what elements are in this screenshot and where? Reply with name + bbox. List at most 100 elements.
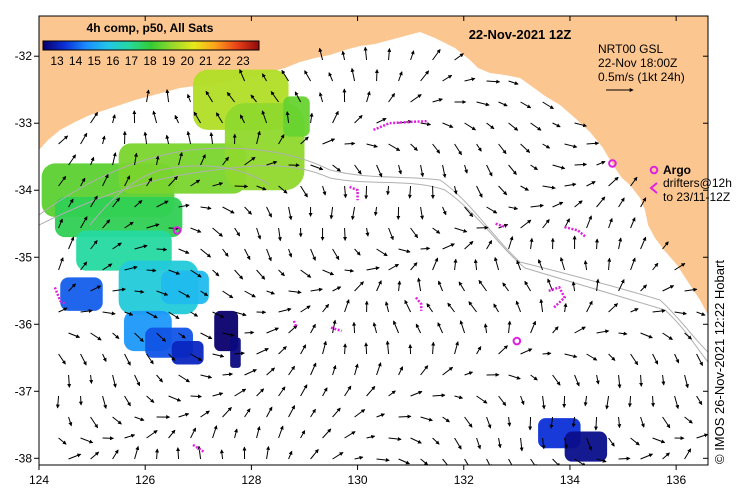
current-arrow [486, 206, 498, 214]
current-arrow [300, 429, 306, 439]
current-arrow [332, 364, 337, 376]
current-arrow [696, 433, 708, 439]
drifter-track [349, 185, 359, 201]
current-arrow [464, 240, 474, 250]
current-arrow [552, 326, 559, 334]
colorbar-tick: 20 [181, 54, 195, 68]
current-arrow [343, 343, 348, 355]
current-arrow [300, 136, 309, 145]
current-arrow [640, 453, 654, 460]
current-arrow [124, 221, 134, 229]
current-arrow [662, 332, 673, 340]
current-arrow [344, 385, 352, 397]
current-arrow [388, 263, 400, 271]
current-arrow [278, 346, 287, 355]
current-arrow [384, 301, 390, 313]
current-arrow [640, 236, 647, 250]
current-arrow [234, 311, 247, 317]
current-arrow [420, 365, 429, 376]
current-arrow [437, 322, 444, 334]
current-arrow [90, 451, 100, 460]
drifter-track [548, 285, 567, 309]
current-arrow [68, 154, 76, 166]
current-arrow [226, 91, 235, 103]
current-arrow [134, 445, 140, 460]
current-arrow [209, 132, 214, 145]
current-arrow [262, 73, 268, 82]
current-arrow [332, 407, 341, 418]
current-arrow [662, 452, 670, 460]
legend-time: 22-Nov 18:00Z [598, 56, 677, 70]
current-arrow [133, 152, 138, 166]
colorbar-tick: 22 [218, 54, 232, 68]
current-arrow [322, 303, 330, 313]
current-arrow [234, 227, 241, 237]
current-arrow [652, 437, 666, 444]
current-arrow [684, 332, 692, 340]
current-arrow [80, 437, 94, 444]
current-arrow [67, 374, 72, 388]
x-tick-label: 134 [560, 473, 580, 487]
current-arrow [388, 437, 402, 442]
drifter-track [292, 320, 298, 329]
current-arrow [432, 143, 441, 154]
current-arrow [516, 259, 522, 271]
current-arrow [364, 185, 369, 200]
current-arrow [473, 258, 478, 271]
current-arrow [618, 456, 631, 461]
current-arrow [454, 143, 462, 156]
current-arrow [344, 268, 355, 273]
current-arrow [420, 416, 433, 422]
current-arrow [68, 453, 82, 460]
y-tick-label: -32 [15, 49, 33, 63]
colorbar-tick: 13 [50, 54, 64, 68]
current-arrow [310, 164, 324, 171]
current-arrow [617, 416, 622, 429]
current-arrow [124, 353, 131, 366]
current-arrow [476, 101, 490, 107]
current-arrow [256, 185, 267, 191]
current-arrow [426, 303, 433, 313]
current-arrow [261, 110, 268, 124]
current-arrow [178, 374, 190, 383]
current-arrow [112, 449, 119, 460]
current-arrow [165, 89, 170, 103]
current-arrow [376, 457, 390, 462]
current-arrow [498, 395, 507, 407]
current-arrow [539, 298, 544, 313]
current-arrow [146, 353, 154, 365]
current-arrow [222, 156, 229, 166]
current-arrow [328, 72, 334, 82]
current-arrow [58, 135, 69, 145]
current-arrow [417, 277, 422, 292]
current-arrow [58, 437, 67, 445]
current-arrow [186, 130, 192, 145]
current-arrow [146, 311, 158, 319]
current-arrow [186, 93, 192, 103]
sst-layer [41, 69, 608, 462]
current-arrow [234, 351, 245, 356]
current-arrow [420, 458, 429, 465]
colorbar-tick: 18 [143, 54, 157, 68]
sst-patch [76, 230, 172, 271]
current-arrow [152, 110, 158, 124]
current-arrow [574, 326, 586, 334]
current-arrow [354, 248, 361, 256]
current-arrow [520, 348, 533, 355]
current-arrow [564, 182, 577, 187]
current-arrow [651, 395, 656, 408]
current-arrow [662, 241, 669, 250]
current-arrow [373, 206, 378, 217]
drifter-legend-icon [649, 182, 658, 194]
current-arrow [244, 408, 251, 418]
current-arrow [134, 416, 145, 422]
current-arrow [674, 311, 687, 316]
current-arrow [372, 322, 378, 334]
current-arrow [80, 261, 88, 271]
current-arrow [350, 67, 356, 82]
current-arrow [288, 290, 302, 295]
current-arrow [498, 185, 508, 196]
current-arrow [212, 392, 224, 397]
current-arrow [266, 367, 276, 376]
